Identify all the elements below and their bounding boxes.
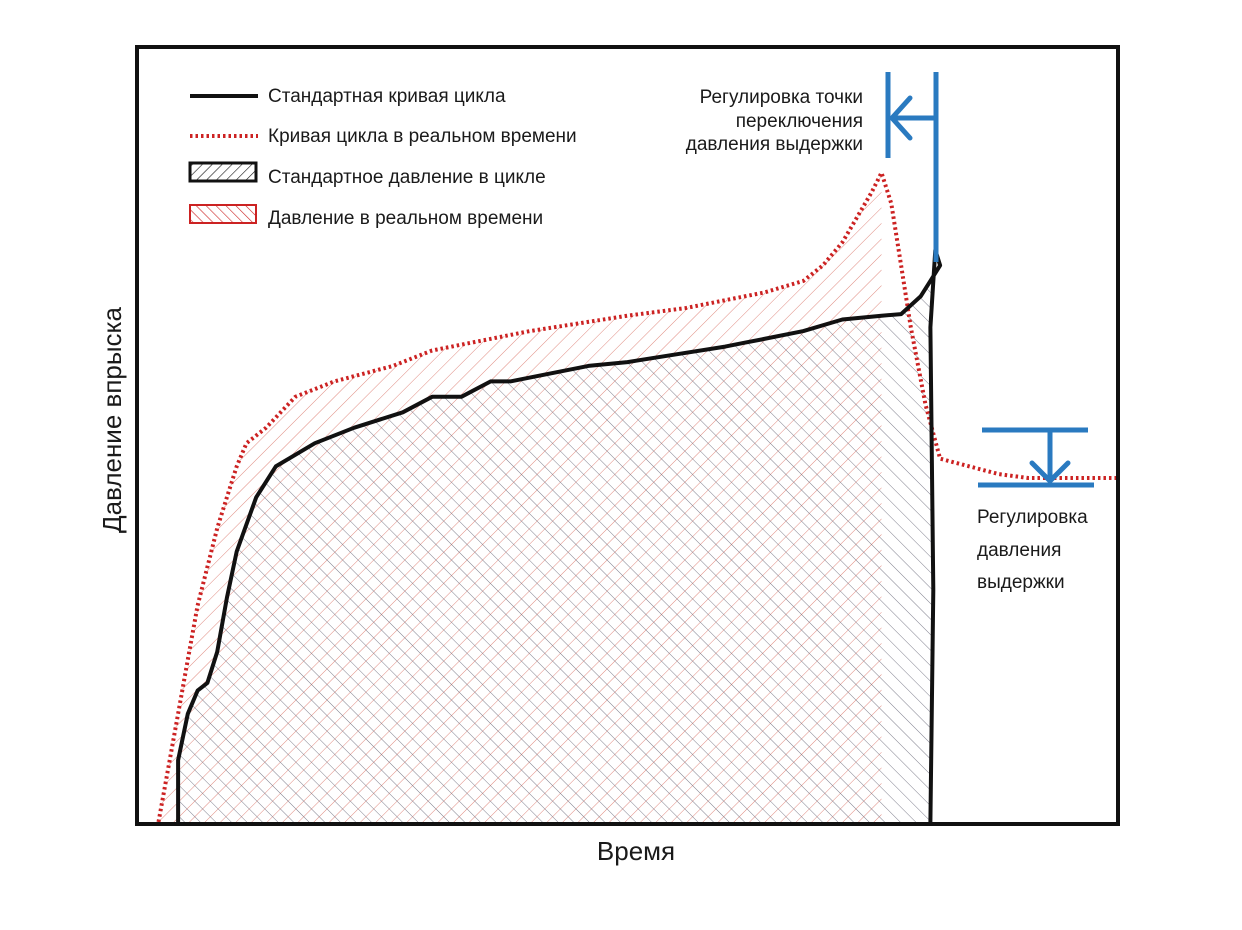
- plot-frame: [135, 45, 1120, 826]
- standard-pressure-area: [178, 250, 941, 822]
- switchover-annotation: Регулировка точки переключения давления …: [686, 72, 939, 262]
- legend-label-realtime-curve: Кривая цикла в реальном времени: [268, 126, 577, 147]
- hold-label-line-3: выдержки: [977, 572, 1065, 593]
- hold-label-line-2: давления: [977, 540, 1061, 561]
- switchover-arrow-head-icon: [889, 95, 913, 141]
- switchover-label-line-3: давления выдержки: [686, 134, 863, 155]
- legend-label-standard-area: Стандартное давление в цикле: [268, 167, 546, 188]
- switchover-label-line-1: Регулировка точки: [700, 87, 863, 108]
- legend-label-realtime-area: Давление в реальном времени: [268, 208, 543, 229]
- hold-pressure-annotation: Регулировка давления выдержки: [977, 427, 1094, 593]
- legend-marker-standard-area: [188, 161, 258, 183]
- standard-cycle-curve: [176, 248, 943, 823]
- hold-label-line-1: Регулировка: [977, 507, 1088, 528]
- realtime-cycle-curve: [156, 170, 1116, 823]
- hold-arrow-head-icon: [1029, 460, 1071, 484]
- legend-marker-realtime-area: [189, 204, 257, 224]
- legend: Стандартная кривая цикла Кривая цикла в …: [188, 86, 577, 229]
- y-axis-label: Давление впрыска: [97, 307, 127, 533]
- legend-label-standard-curve: Стандартная кривая цикла: [268, 86, 506, 107]
- x-axis-label: Время: [597, 836, 675, 866]
- switchover-label-line-2: переключения: [736, 111, 863, 132]
